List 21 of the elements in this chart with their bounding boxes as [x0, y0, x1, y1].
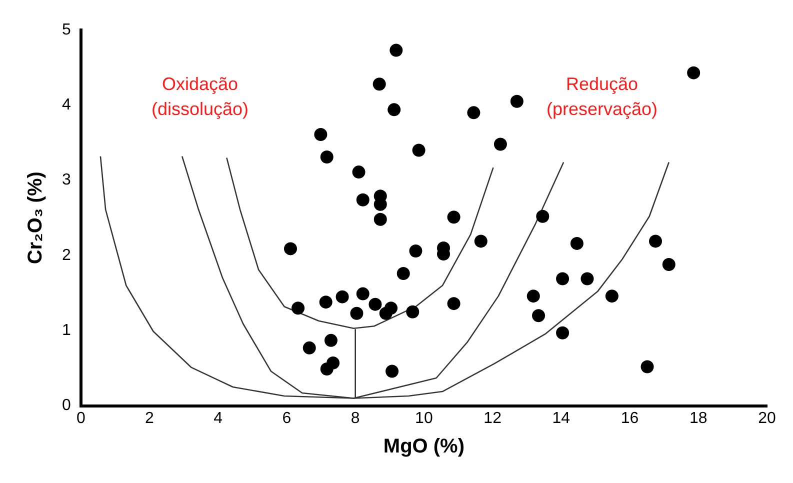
x-tick-label: 4: [214, 410, 223, 427]
x-tick-label: 12: [484, 410, 502, 427]
x-tick-label: 10: [415, 410, 433, 427]
x-tick-label: 6: [282, 410, 292, 427]
x-tick-label: 8: [350, 410, 360, 427]
x-tick-label: 0: [76, 410, 86, 427]
y-tick-label: 2: [62, 246, 71, 264]
annotation: Oxidação (dissolução): [151, 74, 249, 119]
x-tick-label: 16: [620, 410, 639, 427]
y-tick-label: 4: [62, 96, 71, 114]
x-tick-label: 18: [689, 410, 708, 427]
y-tick-label: 5: [62, 21, 71, 38]
y-tick-label: 3: [62, 172, 71, 189]
y-axis-title: Cr₂O₃ (%): [24, 172, 47, 264]
y-tick-label: 1: [62, 322, 71, 340]
x-tick-label: 2: [145, 410, 154, 427]
x-axis-title: MgO (%): [383, 436, 464, 458]
x-tick-label: 20: [758, 410, 776, 427]
annotation: Redução (preservação): [546, 74, 658, 119]
y-tick-label: 0: [62, 397, 71, 414]
x-tick-label: 14: [552, 410, 570, 427]
